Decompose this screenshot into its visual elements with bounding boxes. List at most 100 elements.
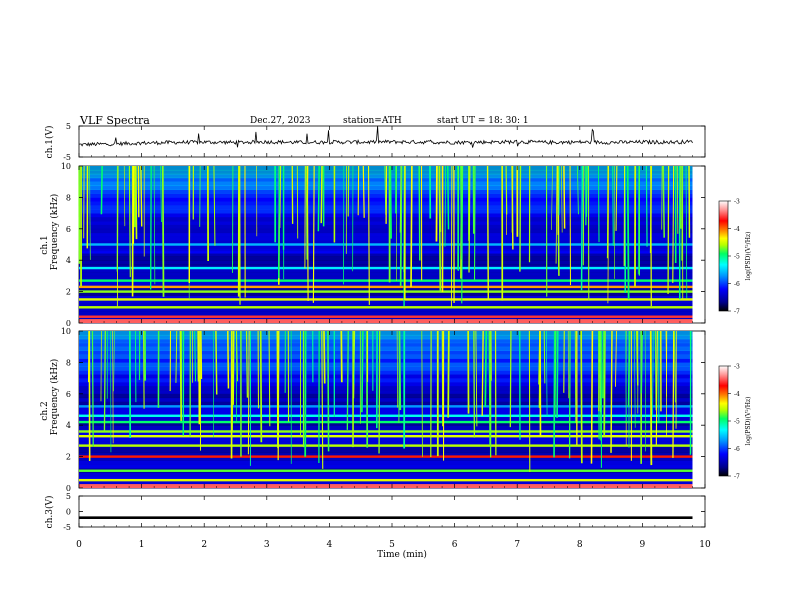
ch1-waveform-ylabel: ch.1(V) [44,126,55,159]
ch1-spectrogram-sferic [650,165,652,306]
ch2-spectrogram-sferic [227,330,230,389]
ch2-colorbar [718,365,729,477]
ch1-spectrogram-band [79,243,693,246]
ch1-spectrogram-band [79,279,693,282]
ch2-spectrogram-row [79,393,693,399]
ch1-spectrogram-sferic [662,165,665,238]
ch2-colorbar-ticks: -3 -4 -5 -6 -7 [728,364,740,481]
ch1-spectrogram-sferic [577,165,579,215]
ch1-spectrogram-band [79,315,693,318]
colorbar-tick-label: -6 [734,281,740,288]
ch1-spectrogram-band [79,266,693,270]
ch1-spectrogram-sferic [399,165,403,286]
ch3-waveform-ytick-label: 5 [66,492,71,501]
xtick-label: 2 [201,540,207,550]
xtick-label: 10 [699,540,711,550]
ch2-spectrogram-sferic [652,330,654,416]
ch1-spectrogram-sferic [161,165,165,297]
ch1-spectrogram-row [79,291,693,296]
ch2-spectrogram-sferic [421,330,423,457]
ch2-spectrogram-band [79,430,693,433]
ch1-spectrogram-sferic [681,165,684,261]
ch1-spectrogram-sferic [582,165,585,266]
ch1-spectrogram-row [79,268,693,273]
ch3-waveform-frame [78,495,706,528]
ch1-spectrogram-sferic [585,165,588,217]
ch1-spectrogram-row [79,166,693,171]
ch2-spectrogram-row [79,334,693,340]
ch2-spectrogram-row [79,366,693,371]
ch1-spectrogram-row [79,248,693,253]
ch1-spectrogram-row [79,264,693,269]
ch1-spectrogram-sferic [100,165,103,215]
ch1-spectrogram-sferic [153,165,156,285]
ch2-spectrogram-band [79,478,693,482]
ch2-spectrogram-sferic [194,330,197,382]
ch2-spectrogram-row [79,389,693,395]
ch2-channel-label: ch.2 [40,401,50,420]
ch3-waveform-ytick-label: -5 [63,523,71,532]
ch2-spectrogram-sferic [236,330,238,382]
ch1-spectrogram-sferic [132,165,135,244]
xtick-label: 9 [640,540,646,550]
ch2-spectrogram-sferic [103,330,106,433]
colorbar-tick-label: -7 [734,309,740,316]
ch1-spectrogram-sferic [312,165,315,303]
ch2-spectrogram-row [79,464,693,469]
ch2-spectrogram-sferic [602,330,605,399]
ch3-waveform-ytick-label: 0 [66,508,71,517]
ch1-spectrogram-row [79,244,693,249]
ch1-spectrogram-sferic [612,165,614,246]
ch2-spectrogram-row [79,382,693,387]
ch1-spectrogram-sferic [418,165,421,261]
ch1-spectrogram-sferic [626,165,630,300]
ch2-spectrogram-row [79,331,693,336]
ch1-spectrogram-sferic [447,165,450,230]
ch2-spectrogram-band [79,414,693,417]
ch1-spectrogram-row [79,303,693,308]
ch1-spectrogram-sferic [160,165,162,222]
ch2-spectrogram-row [79,370,693,375]
colorbar-tick-label: -5 [734,419,740,426]
ch1-spectrogram-sferic [606,165,609,259]
ch1-spectrogram-low-band [79,319,693,323]
ch1-spectrogram-row [79,271,693,277]
ch2-spectrogram-sferic [625,330,627,423]
xtick-label: 7 [514,540,520,550]
ch1-spectrogram-sferic [140,165,143,227]
ch1-spectrogram-row [79,240,693,245]
ch2-spectrogram-ytick-label: 2 [66,453,71,462]
ch2-spectrogram-row [79,452,693,457]
ch1-spectrogram-band [79,251,693,254]
ch2-spectrogram-sferic [655,330,658,445]
ch2-spectrogram-sferic [276,330,279,449]
ch2-spectrogram-sferic [175,330,178,383]
ch2-spectrogram-sferic [603,330,606,437]
ch2-spectrogram-row [79,460,693,465]
ch1-spectrogram-row [79,169,693,175]
xtick-label: 4 [327,540,333,550]
ch1-waveform-ytick-label: 5 [66,122,71,131]
ch2-spectrogram-sferic [232,330,235,405]
ch1-spectrogram-row [79,275,693,281]
ch2-spectrogram-sferic [654,330,657,411]
ch1-spectrogram-sferic [132,165,134,281]
ch2-spectrogram-row [79,436,693,442]
ch1-spectrogram-sferic [89,165,91,260]
ch1-spectrogram-sferic [551,165,553,230]
ch1-spectrogram-sferic [444,165,446,247]
ch1-waveform-plot [78,126,693,148]
ch1-spectrogram-sferic [134,165,138,240]
ch2-spectrogram-sferic [644,330,647,452]
ch2-spectrogram-sferic [580,330,583,464]
ch2-spectrogram-sferic [91,330,94,447]
ch1-spectrogram-sferic [676,165,679,234]
ch2-spectrogram-row [79,362,693,367]
ch2-spectrogram-sferic [323,330,326,384]
ch2-spectrogram-sferic [615,330,617,387]
ch2-spectrogram-sferic [599,330,601,441]
colorbar-tick-label: -7 [734,474,740,481]
start-time-label: start UT = 18: 30: 1 [437,116,529,126]
x-axis-label: Time (min) [377,549,427,560]
ch1-spectrogram-sferic [213,165,216,246]
